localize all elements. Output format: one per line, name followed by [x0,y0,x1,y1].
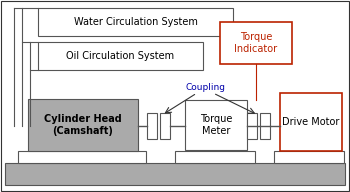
Text: Water Circulation System: Water Circulation System [74,17,197,27]
Bar [147,113,157,139]
Text: Cylinder Head
(Camshaft): Cylinder Head (Camshaft) [44,114,122,136]
Bar [220,22,292,64]
Bar [38,8,233,36]
Bar [175,151,255,163]
Text: Coupling: Coupling [185,84,225,93]
Text: Oil Circulation System: Oil Circulation System [66,51,175,61]
Bar [274,151,344,163]
Bar [185,100,247,150]
Text: Drive Motor: Drive Motor [282,117,340,127]
Text: Torque
Meter: Torque Meter [200,114,232,136]
Bar [18,151,146,163]
Bar [28,99,138,151]
Bar [260,113,270,139]
Bar [247,113,257,139]
Bar [38,42,203,70]
Text: Torque
Indicator: Torque Indicator [234,32,278,54]
Bar [160,113,170,139]
Bar [280,93,342,151]
Bar [5,163,345,185]
